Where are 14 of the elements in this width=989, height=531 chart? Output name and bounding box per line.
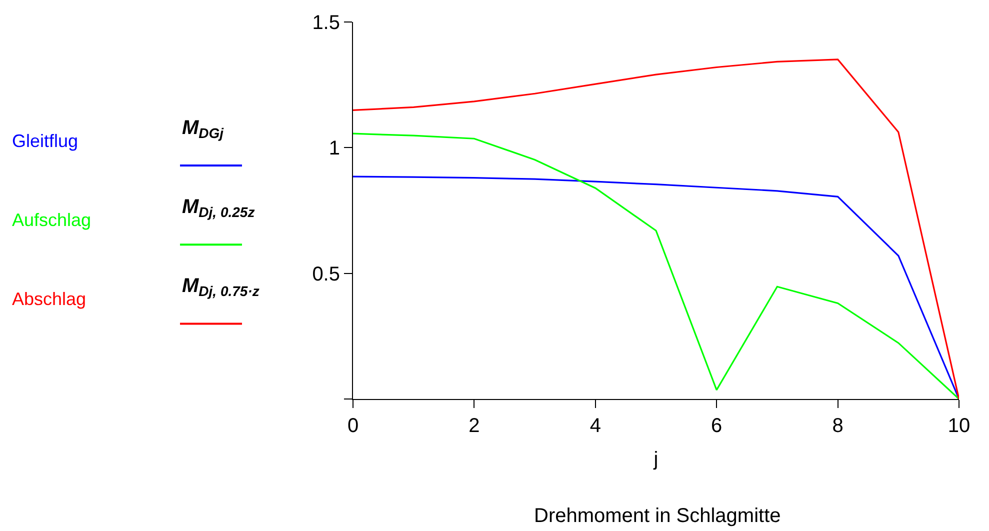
text: Gleitflug <box>12 131 78 151</box>
x-tick-label: 4 <box>590 415 601 437</box>
x-tick-label: 10 <box>948 415 970 437</box>
x-tick-label: 6 <box>711 415 722 437</box>
text: Drehmoment in Schlagmitte <box>534 505 781 527</box>
text: Abschlag <box>12 289 86 309</box>
x-tick-label: 2 <box>468 415 480 437</box>
x-axis-title: j <box>652 448 658 470</box>
x-tick-label: 8 <box>832 415 844 437</box>
y-tick-label: 0.5 <box>312 263 340 286</box>
text: Aufschlag <box>12 210 92 230</box>
x-tick-label: 0 <box>347 415 359 437</box>
y-tick-label: 1 <box>328 138 340 160</box>
y-tick-label: 1.5 <box>312 12 340 34</box>
